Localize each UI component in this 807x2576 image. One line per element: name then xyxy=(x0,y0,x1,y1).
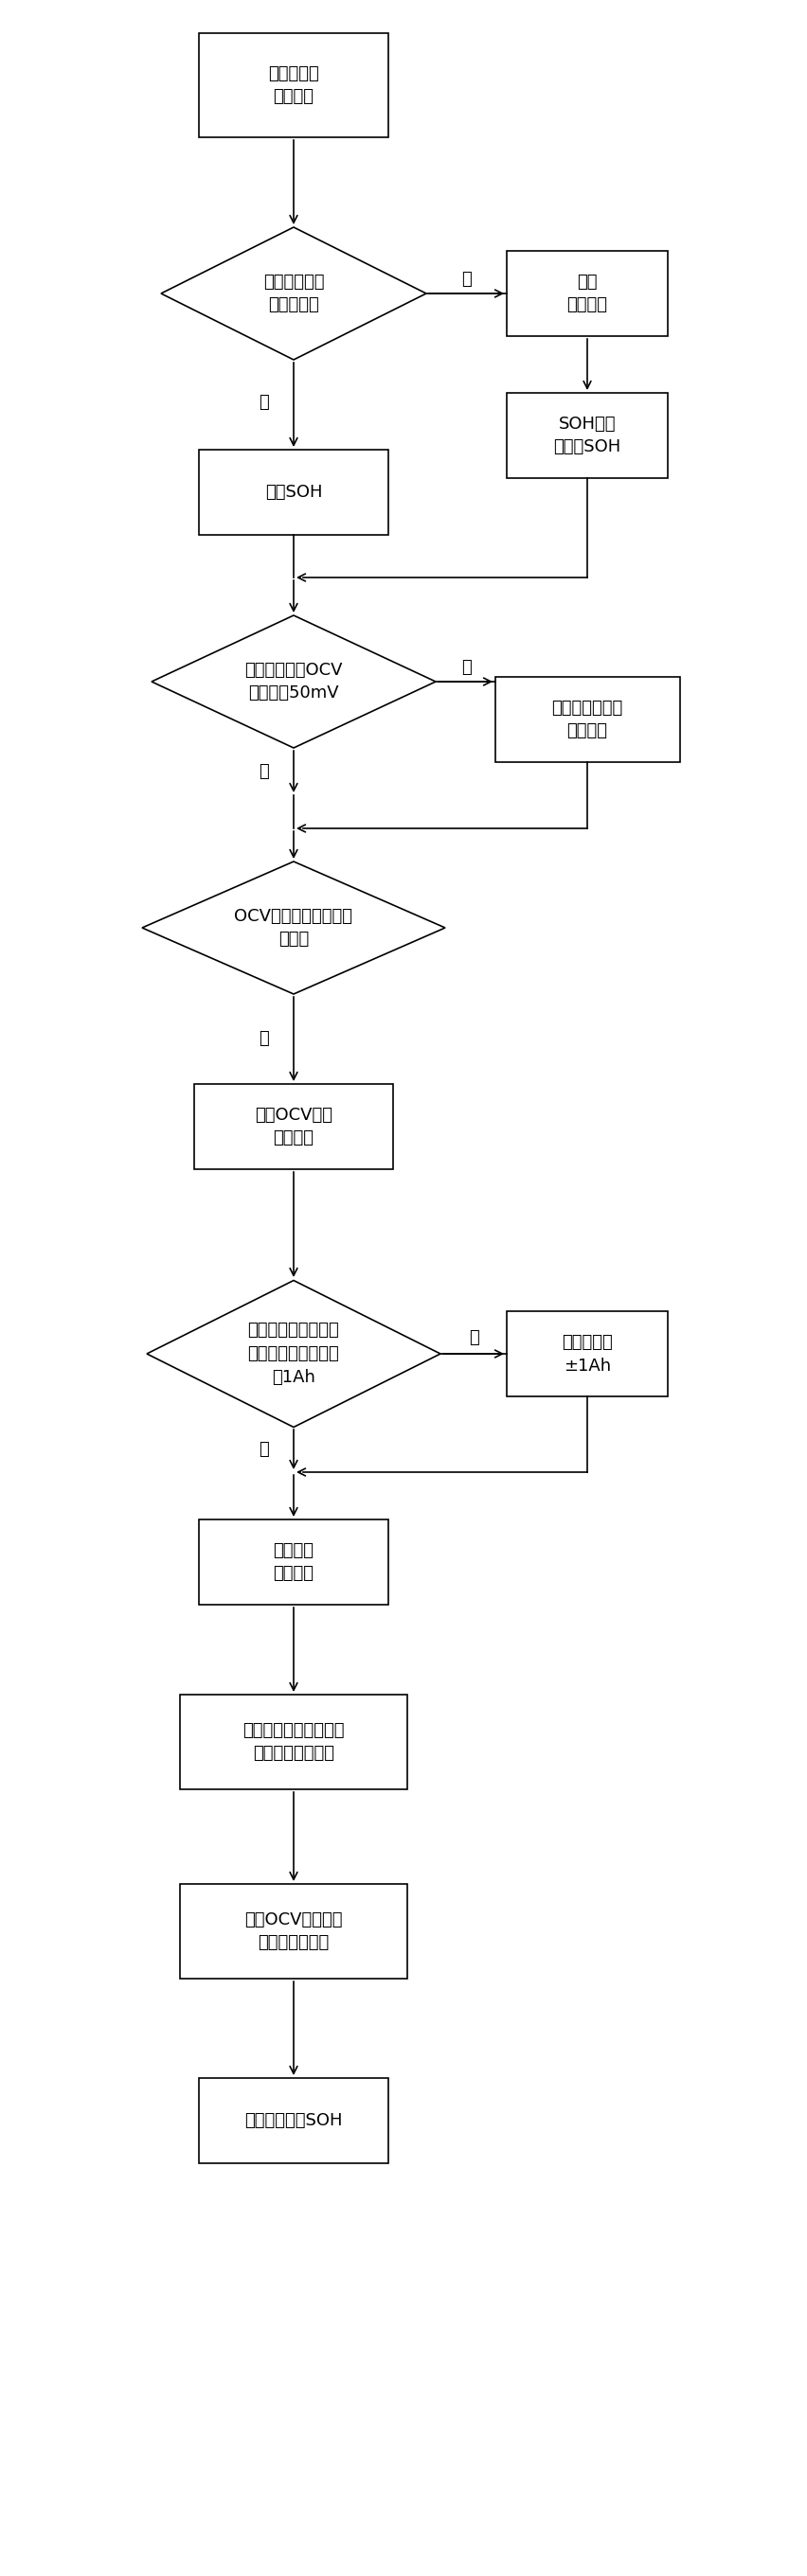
Text: 记录OCV区间
电池容量: 记录OCV区间 电池容量 xyxy=(255,1105,332,1146)
Text: 与上次掉电时OCV
差值小于50mV: 与上次掉电时OCV 差值小于50mV xyxy=(245,662,343,703)
Text: 否: 否 xyxy=(462,270,472,289)
Bar xyxy=(507,394,667,479)
Bar xyxy=(180,1695,408,1790)
Text: SOH保持
上一次SOH: SOH保持 上一次SOH xyxy=(554,415,621,456)
Text: 计算循环寿命SOH: 计算循环寿命SOH xyxy=(245,2112,343,2130)
Text: 否: 否 xyxy=(461,659,471,675)
Text: 存储该段
电池容量: 存储该段 电池容量 xyxy=(274,1540,314,1582)
Bar xyxy=(194,1084,393,1170)
Text: OCV区间的端值电压是
否达到: OCV区间的端值电压是 否达到 xyxy=(234,907,353,948)
Text: 是: 是 xyxy=(258,1440,269,1458)
Bar xyxy=(180,1883,408,1978)
Text: 上电读取的
电池容量: 上电读取的 电池容量 xyxy=(268,64,319,106)
Bar xyxy=(495,677,679,762)
Bar xyxy=(199,1520,388,1605)
Text: 是: 是 xyxy=(258,762,269,781)
Polygon shape xyxy=(161,227,426,361)
Text: 电池容量与存储的电
池容量中值的差值小
于1Ah: 电池容量与存储的电 池容量中值的差值小 于1Ah xyxy=(248,1321,340,1386)
Bar xyxy=(507,250,667,335)
Text: 电池容量有效
值校验正确: 电池容量有效 值校验正确 xyxy=(263,273,324,314)
Polygon shape xyxy=(142,860,445,994)
Polygon shape xyxy=(147,1280,441,1427)
Bar xyxy=(199,33,388,137)
Text: 清除
电池容量: 清除 电池容量 xyxy=(567,273,608,314)
Text: 存储中间值
±1Ah: 存储中间值 ±1Ah xyxy=(562,1334,613,1373)
Bar xyxy=(507,1311,667,1396)
Text: 清除区间上一个
电池容量: 清除区间上一个 电池容量 xyxy=(552,698,623,739)
Text: 求出SOH: 求出SOH xyxy=(265,484,322,500)
Text: 重新分配该段最大、最
小、中值电池容量: 重新分配该段最大、最 小、中值电池容量 xyxy=(243,1721,345,1762)
Text: 是: 是 xyxy=(258,1030,269,1046)
Text: 计算OCV区间电池
容量算术平均值: 计算OCV区间电池 容量算术平均值 xyxy=(245,1911,343,1953)
Polygon shape xyxy=(152,616,436,747)
Bar xyxy=(199,2079,388,2164)
Text: 是: 是 xyxy=(258,394,269,412)
Bar xyxy=(199,451,388,536)
Text: 否: 否 xyxy=(469,1329,479,1347)
